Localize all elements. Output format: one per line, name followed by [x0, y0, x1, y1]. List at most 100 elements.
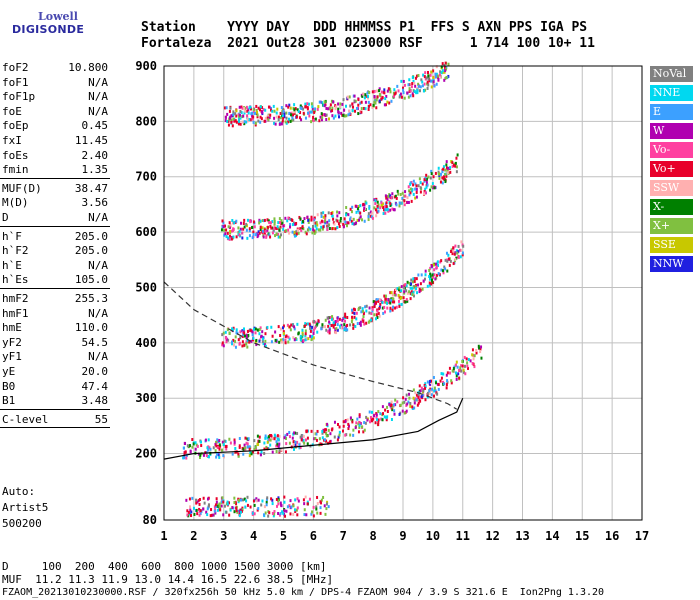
echo-point [293, 103, 296, 107]
echo-point [420, 273, 423, 277]
echo-point [475, 349, 478, 353]
echo-point [254, 331, 257, 335]
echo-point [248, 447, 251, 451]
echo-point [255, 108, 258, 112]
echo-point [358, 413, 361, 417]
echo-point [380, 97, 383, 101]
param-row: B0 47.4 [2, 379, 108, 394]
echo-point [439, 180, 442, 184]
echo-point [240, 111, 243, 115]
echo-point [361, 307, 364, 311]
legend-item-vo: Vo- [650, 142, 693, 158]
param-name: foF1 [2, 75, 29, 89]
echo-point [245, 228, 248, 232]
echo-point [349, 207, 352, 211]
echo-point [369, 214, 372, 218]
echo-point [264, 434, 267, 438]
echo-point [261, 330, 264, 334]
echo-point [281, 340, 284, 344]
echo-point [200, 440, 203, 444]
echo-point [368, 205, 371, 209]
echo-point [324, 214, 327, 218]
echo-point [345, 114, 348, 118]
echo-point [356, 207, 359, 211]
echo-point [200, 444, 203, 448]
echo-point [379, 302, 382, 306]
echo-point [408, 78, 411, 82]
echo-point [191, 496, 194, 500]
echo-point [459, 255, 462, 259]
echo-point [268, 511, 271, 515]
echo-point [235, 509, 238, 513]
echo-point [436, 273, 439, 277]
echo-point [299, 435, 302, 439]
echo-point [393, 92, 396, 96]
echo-point [294, 107, 297, 111]
echo-point [392, 305, 395, 309]
echo-point [241, 334, 244, 338]
echo-point [390, 400, 393, 404]
echo-point [233, 496, 236, 500]
echo-point [265, 500, 268, 504]
echo-point [260, 503, 263, 507]
echo-point [389, 203, 392, 207]
auto-label: Auto: [2, 485, 36, 498]
echo-point [403, 96, 406, 100]
echo-point [277, 235, 280, 239]
echo-point [315, 227, 318, 231]
echo-point [251, 236, 254, 240]
echo-point [321, 323, 324, 327]
echo-point [342, 420, 345, 424]
echo-point [297, 331, 300, 335]
echo-point [426, 284, 429, 288]
echo-point [221, 343, 224, 347]
echo-point [280, 219, 283, 223]
echo-point [276, 107, 279, 111]
echo-point [423, 75, 426, 79]
echo-point [229, 106, 232, 110]
echo-point [343, 323, 346, 327]
echo-point [247, 108, 250, 112]
echo-point [365, 309, 368, 313]
echo-point [433, 84, 436, 88]
echo-point [433, 273, 436, 277]
echo-point [383, 208, 386, 212]
echo-point [403, 203, 406, 207]
echo-point [304, 322, 307, 326]
echo-point [411, 82, 414, 86]
echo-point [246, 338, 249, 342]
echo-point [382, 412, 385, 416]
echo-point [308, 497, 311, 501]
echo-point [324, 99, 327, 103]
echo-point [292, 443, 295, 447]
echo-point [473, 354, 476, 358]
echo-point [296, 228, 299, 232]
echo-point [352, 323, 355, 327]
echo-point [417, 395, 420, 399]
echo-point [437, 170, 440, 174]
echo-point [410, 199, 413, 203]
echo-point [416, 291, 419, 295]
echo-point [399, 192, 402, 196]
echo-point [291, 116, 294, 120]
echo-point [378, 307, 381, 311]
echo-point [302, 434, 305, 438]
echo-point [310, 120, 313, 124]
echo-point [305, 513, 308, 517]
echo-point [446, 171, 449, 175]
param-row: foEp 0.45 [2, 118, 108, 133]
echo-point [393, 293, 396, 297]
echo-point [428, 389, 431, 393]
echo-point [291, 223, 294, 227]
echo-point [245, 340, 248, 344]
echo-point [317, 319, 320, 323]
echo-point [310, 512, 313, 516]
echo-point [375, 106, 378, 110]
echo-point [286, 219, 289, 223]
echo-point [347, 427, 350, 431]
echo-point [411, 286, 414, 290]
echo-point [254, 121, 257, 125]
echo-point [257, 106, 260, 110]
echo-point [414, 285, 417, 289]
param-value: N/A [88, 211, 108, 224]
